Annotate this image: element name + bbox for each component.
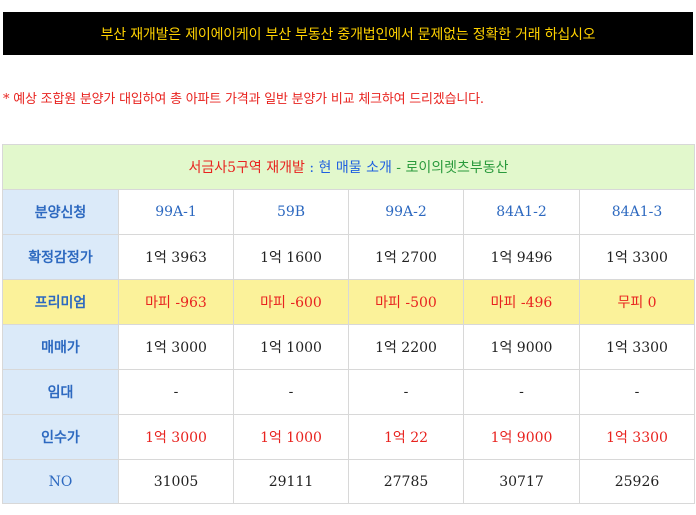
cell-acquisition-5: 1억 3300	[578, 414, 696, 460]
cell-premium-4: 마피 -496	[463, 279, 580, 325]
cell-acquisition-3: 1억 22	[348, 414, 464, 460]
cell-sale-4: 1억 9000	[463, 324, 580, 370]
cell-sale-5: 1억 3300	[578, 324, 696, 370]
table-title-row: 서금사5구역 재개발 : 현 매물 소개 - 로이의렛츠부동산	[1, 144, 696, 190]
cell-type-4: 84A1-2	[463, 189, 580, 235]
row-label-sale: 매매가	[2, 324, 119, 370]
cell-no-5: 25926	[578, 459, 696, 504]
notice-text: * 예상 조합원 분양가 대입하여 총 아파트 가격과 일반 분양가 비교 체크…	[3, 92, 484, 107]
table-title: 서금사5구역 재개발 : 현 매물 소개 - 로이의렛츠부동산	[1, 144, 696, 190]
cell-no-4: 30717	[463, 459, 580, 504]
cell-no-1: 31005	[118, 459, 234, 504]
row-label-acquisition: 인수가	[2, 414, 119, 460]
cell-no-2: 29111	[233, 459, 349, 504]
table-row-premium: 프리미엄 마피 -963 마피 -600 마피 -500 마피 -496 무피 …	[2, 279, 696, 325]
cell-premium-3: 마피 -500	[348, 279, 464, 325]
cell-type-3: 99A-2	[348, 189, 464, 235]
title-intro: : 현 매물 소개	[304, 160, 397, 176]
cell-type-1: 99A-1	[118, 189, 234, 235]
table-row-acquisition: 인수가 1억 3000 1억 1000 1억 22 1억 9000 1억 330…	[2, 414, 696, 460]
cell-premium-5: 무피 0	[578, 279, 696, 325]
listing-table: 서금사5구역 재개발 : 현 매물 소개 - 로이의렛츠부동산 분양신청 99A…	[1, 144, 696, 504]
cell-sale-2: 1억 1000	[233, 324, 349, 370]
cell-lease-1: -	[118, 369, 234, 415]
cell-lease-2: -	[233, 369, 349, 415]
cell-appraisal-4: 1억 9496	[463, 234, 580, 280]
table-row-sale: 매매가 1억 3000 1억 1000 1억 2200 1억 9000 1억 3…	[2, 324, 696, 370]
row-label-premium: 프리미엄	[2, 279, 119, 325]
cell-lease-4: -	[463, 369, 580, 415]
cell-lease-3: -	[348, 369, 464, 415]
title-area-name: 서금사5구역 재개발	[188, 160, 305, 176]
banner-text: 부산 재개발은 제이에이케이 부산 부동산 중개법인에서 문제없는 정확한 거래…	[100, 26, 596, 43]
top-banner: 부산 재개발은 제이에이케이 부산 부동산 중개법인에서 문제없는 정확한 거래…	[3, 12, 693, 55]
row-label-no: NO	[2, 459, 119, 504]
cell-appraisal-5: 1억 3300	[578, 234, 696, 280]
cell-lease-5: -	[578, 369, 696, 415]
cell-sale-1: 1억 3000	[118, 324, 234, 370]
row-label-type: 분양신청	[2, 189, 119, 235]
cell-appraisal-2: 1억 1600	[233, 234, 349, 280]
cell-acquisition-1: 1억 3000	[118, 414, 234, 460]
table-row-type: 분양신청 99A-1 59B 99A-2 84A1-2 84A1-3	[2, 189, 696, 235]
row-label-appraisal: 확정감정가	[2, 234, 119, 280]
cell-acquisition-2: 1억 1000	[233, 414, 349, 460]
table-row-lease: 임대 - - - - -	[2, 369, 696, 415]
cell-sale-3: 1억 2200	[348, 324, 464, 370]
table-row-no: NO 31005 29111 27785 30717 25926	[2, 459, 696, 504]
cell-type-5: 84A1-3	[578, 189, 696, 235]
table-row-appraisal: 확정감정가 1억 3963 1억 1600 1억 2700 1억 9496 1억…	[2, 234, 696, 280]
title-agency: - 로이의렛츠부동산	[396, 160, 509, 176]
row-label-lease: 임대	[2, 369, 119, 415]
cell-appraisal-3: 1억 2700	[348, 234, 464, 280]
cell-premium-1: 마피 -963	[118, 279, 234, 325]
cell-premium-2: 마피 -600	[233, 279, 349, 325]
cell-appraisal-1: 1억 3963	[118, 234, 234, 280]
cell-no-3: 27785	[348, 459, 464, 504]
cell-type-2: 59B	[233, 189, 349, 235]
cell-acquisition-4: 1억 9000	[463, 414, 580, 460]
